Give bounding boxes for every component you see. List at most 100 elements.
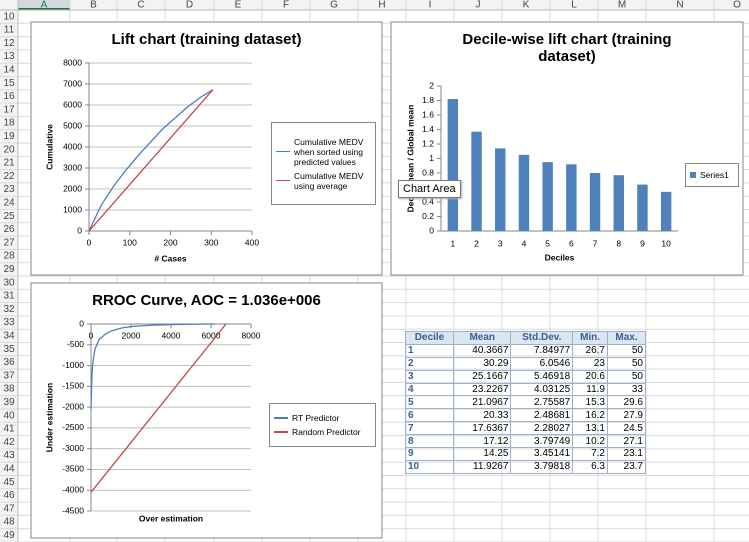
row-header[interactable]: 12 [3, 38, 15, 49]
column-header[interactable]: L [571, 0, 577, 11]
y-tick-label: 1.6 [422, 109, 434, 119]
table-cell: 3.79818 [510, 459, 574, 474]
x-tick-label: 200 [163, 237, 177, 247]
table-header-cell: Decile [404, 331, 455, 345]
table-cell: 25.1667 [453, 369, 512, 384]
table-cell: 50 [607, 343, 646, 358]
y-tick-label: -3500 [62, 464, 84, 474]
row-header[interactable]: 49 [3, 530, 15, 541]
row-header[interactable]: 33 [3, 317, 15, 328]
row-header[interactable]: 41 [3, 424, 15, 435]
y-tick-label: 6000 [63, 99, 82, 109]
column-header[interactable]: G [330, 0, 338, 11]
table-cell: 8 [404, 434, 455, 449]
column-header[interactable]: B [90, 0, 97, 11]
row-header[interactable]: 17 [3, 104, 15, 115]
row-header[interactable]: 10 [3, 11, 15, 22]
row-header[interactable]: 16 [3, 91, 15, 102]
row-header[interactable]: 42 [3, 437, 15, 448]
table-cell: 11.9267 [453, 459, 512, 474]
legend-label: Series1 [700, 170, 729, 180]
x-tick-label: 2 [474, 238, 479, 248]
x-axis-label: # Cases [154, 253, 186, 263]
x-tick-label: 1 [450, 238, 455, 248]
y-tick-label: -1000 [62, 360, 84, 370]
x-tick-label: 300 [204, 237, 218, 247]
row-header[interactable]: 40 [3, 410, 15, 421]
table-header-cell: Mean [453, 331, 512, 345]
column-header[interactable]: E [235, 0, 242, 11]
x-tick-label: 0 [89, 330, 94, 340]
row-header[interactable]: 23 [3, 184, 15, 195]
chart-title: RROC Curve, AOC = 1.036e+006 [31, 292, 382, 309]
row-header[interactable]: 31 [3, 291, 15, 302]
column-header[interactable]: N [676, 0, 683, 11]
bar [637, 184, 648, 231]
y-tick-label: 0 [79, 318, 84, 328]
table-cell: 9 [404, 447, 455, 461]
table-cell: 5 [404, 395, 455, 410]
row-header[interactable]: 14 [3, 64, 15, 75]
x-tick-label: 6 [569, 238, 574, 248]
table-cell: 5.46918 [510, 369, 574, 384]
column-header[interactable]: J [476, 0, 481, 11]
column-header[interactable]: H [378, 0, 385, 11]
column-header[interactable]: K [523, 0, 530, 11]
series-line [90, 323, 227, 493]
table-cell: 13.1 [572, 421, 608, 436]
column-header[interactable]: F [283, 0, 289, 11]
y-tick-label: 1 [429, 153, 434, 163]
row-header[interactable]: 20 [3, 144, 15, 155]
row-header[interactable]: 25 [3, 211, 15, 222]
column-header[interactable]: A [41, 0, 48, 11]
row-header[interactable]: 24 [3, 197, 15, 208]
row-header[interactable]: 28 [3, 251, 15, 262]
row-header[interactable]: 27 [3, 237, 15, 248]
column-header[interactable]: M [618, 0, 626, 11]
y-tick-label: -1500 [62, 381, 84, 391]
row-header[interactable]: 46 [3, 490, 15, 501]
row-header[interactable]: 39 [3, 397, 15, 408]
table-cell: 2 [404, 356, 455, 371]
column-header[interactable]: D [186, 0, 193, 11]
row-header[interactable]: 11 [4, 25, 15, 36]
row-header[interactable]: 21 [3, 158, 15, 169]
row-header[interactable]: 22 [3, 171, 15, 182]
row-header[interactable]: 13 [3, 51, 15, 62]
row-header[interactable]: 47 [3, 503, 15, 514]
row-header[interactable]: 48 [3, 517, 15, 528]
row-header[interactable]: 30 [3, 277, 15, 288]
table-row: 1 40.3667 7.84977 26.7 50 [404, 343, 646, 358]
row-header[interactable]: 19 [3, 131, 15, 142]
row-header[interactable]: 34 [3, 330, 15, 341]
bar [566, 164, 577, 231]
table-cell: 6.0546 [510, 356, 574, 371]
row-header[interactable]: 36 [3, 357, 15, 368]
row-header[interactable]: 18 [3, 118, 15, 129]
table-cell: 29.6 [607, 395, 646, 410]
column-header[interactable]: C [137, 0, 144, 11]
table-row: 3 25.1667 5.46918 20.6 50 [404, 369, 646, 384]
column-header[interactable]: I [429, 0, 432, 11]
legend-swatch [276, 179, 290, 182]
row-header[interactable]: 15 [3, 78, 15, 89]
y-tick-label: -4000 [62, 484, 84, 494]
row-header[interactable]: 26 [3, 224, 15, 235]
x-tick-label: 8 [616, 238, 621, 248]
y-tick-label: -3000 [62, 443, 84, 453]
y-tick-label: 3000 [63, 162, 82, 172]
row-header[interactable]: 35 [3, 344, 15, 355]
row-header[interactable]: 43 [3, 450, 15, 461]
row-header[interactable]: 37 [3, 370, 15, 381]
y-tick-label: 7000 [63, 78, 82, 88]
row-header[interactable]: 44 [3, 463, 15, 474]
row-header[interactable]: 45 [3, 477, 15, 488]
table-cell: 15.3 [572, 395, 608, 410]
table-header-cell: Max. [607, 331, 646, 345]
row-header[interactable]: 38 [3, 384, 15, 395]
legend-label: Cumulative MEDV when sorted using predic… [294, 136, 364, 167]
row-header[interactable]: 32 [3, 304, 15, 315]
y-tick-label: 0.4 [422, 196, 434, 206]
row-header[interactable]: 29 [3, 264, 15, 275]
column-header[interactable]: O [733, 0, 741, 11]
